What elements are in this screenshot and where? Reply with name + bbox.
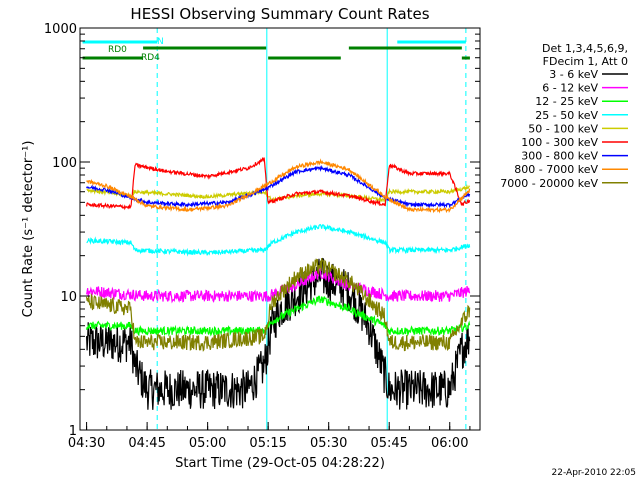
flag-label-n: N: [157, 37, 164, 47]
footer-timestamp: 22-Apr-2010 22:05: [552, 468, 636, 478]
chart-title: HESSI Observing Summary Count Rates: [130, 5, 429, 23]
flag-label-rd4: RD4: [141, 53, 160, 63]
x-tick-label-3: 05:00: [189, 436, 226, 451]
y-tick-label-1: 1: [69, 424, 77, 439]
legend-label-3: 12 - 25 keV: [535, 95, 598, 108]
x-tick-label-4: 05:15: [249, 436, 286, 451]
y-axis-label: Count Rate (s⁻¹ detector⁻¹): [21, 141, 36, 318]
plot-area: N RD0 RD4: [82, 28, 471, 430]
series-line-7: [86, 164, 471, 209]
legend-label-9: 7000 - 20000 keV: [500, 177, 598, 190]
y-tick-label-4: 1000: [44, 22, 77, 37]
legend-label-4: 25 - 50 keV: [535, 109, 598, 122]
x-axis: 04:30 04:45 05:00 05:15 05:30 05:45 06:00: [68, 422, 471, 451]
series-line-3: [86, 295, 471, 337]
legend-label-6: 100 - 300 keV: [521, 136, 598, 149]
legend-label-5: 50 - 100 keV: [528, 122, 598, 135]
x-tick-label-7: 06:00: [431, 436, 468, 451]
x-axis-label: Start Time (29-Oct-05 04:28:22): [175, 456, 385, 471]
legend-label-1: 3 - 6 keV: [549, 68, 598, 81]
series-line-1: [86, 257, 471, 410]
x-tick-label-5: 05:30: [310, 436, 347, 451]
series-line-6: [86, 156, 471, 211]
x-tick-label-6: 05:45: [370, 436, 407, 451]
series-line-9: [86, 257, 471, 352]
series-line-4: [86, 223, 471, 257]
x-tick-label-2: 04:45: [128, 436, 165, 451]
flag-label-rd0: RD0: [108, 45, 127, 55]
y-axis: 1 10 100 1000: [44, 22, 480, 439]
plot-frame: [79, 27, 481, 431]
legend-title-line-2: FDecim 1, Att 0: [543, 55, 628, 68]
y-tick-label-3: 100: [52, 156, 77, 171]
legend: Det 1,3,4,5,6,9,FDecim 1, Att 03 - 6 keV…: [500, 42, 628, 190]
y-tick-label-2: 10: [60, 290, 77, 305]
legend-label-2: 6 - 12 keV: [542, 82, 598, 95]
legend-label-7: 300 - 800 keV: [521, 150, 598, 163]
x-tick-label-1: 04:30: [68, 436, 105, 451]
legend-label-8: 800 - 7000 keV: [514, 163, 598, 176]
series-line-8: [86, 158, 471, 214]
legend-title-line-1: Det 1,3,4,5,6,9,: [542, 42, 628, 55]
